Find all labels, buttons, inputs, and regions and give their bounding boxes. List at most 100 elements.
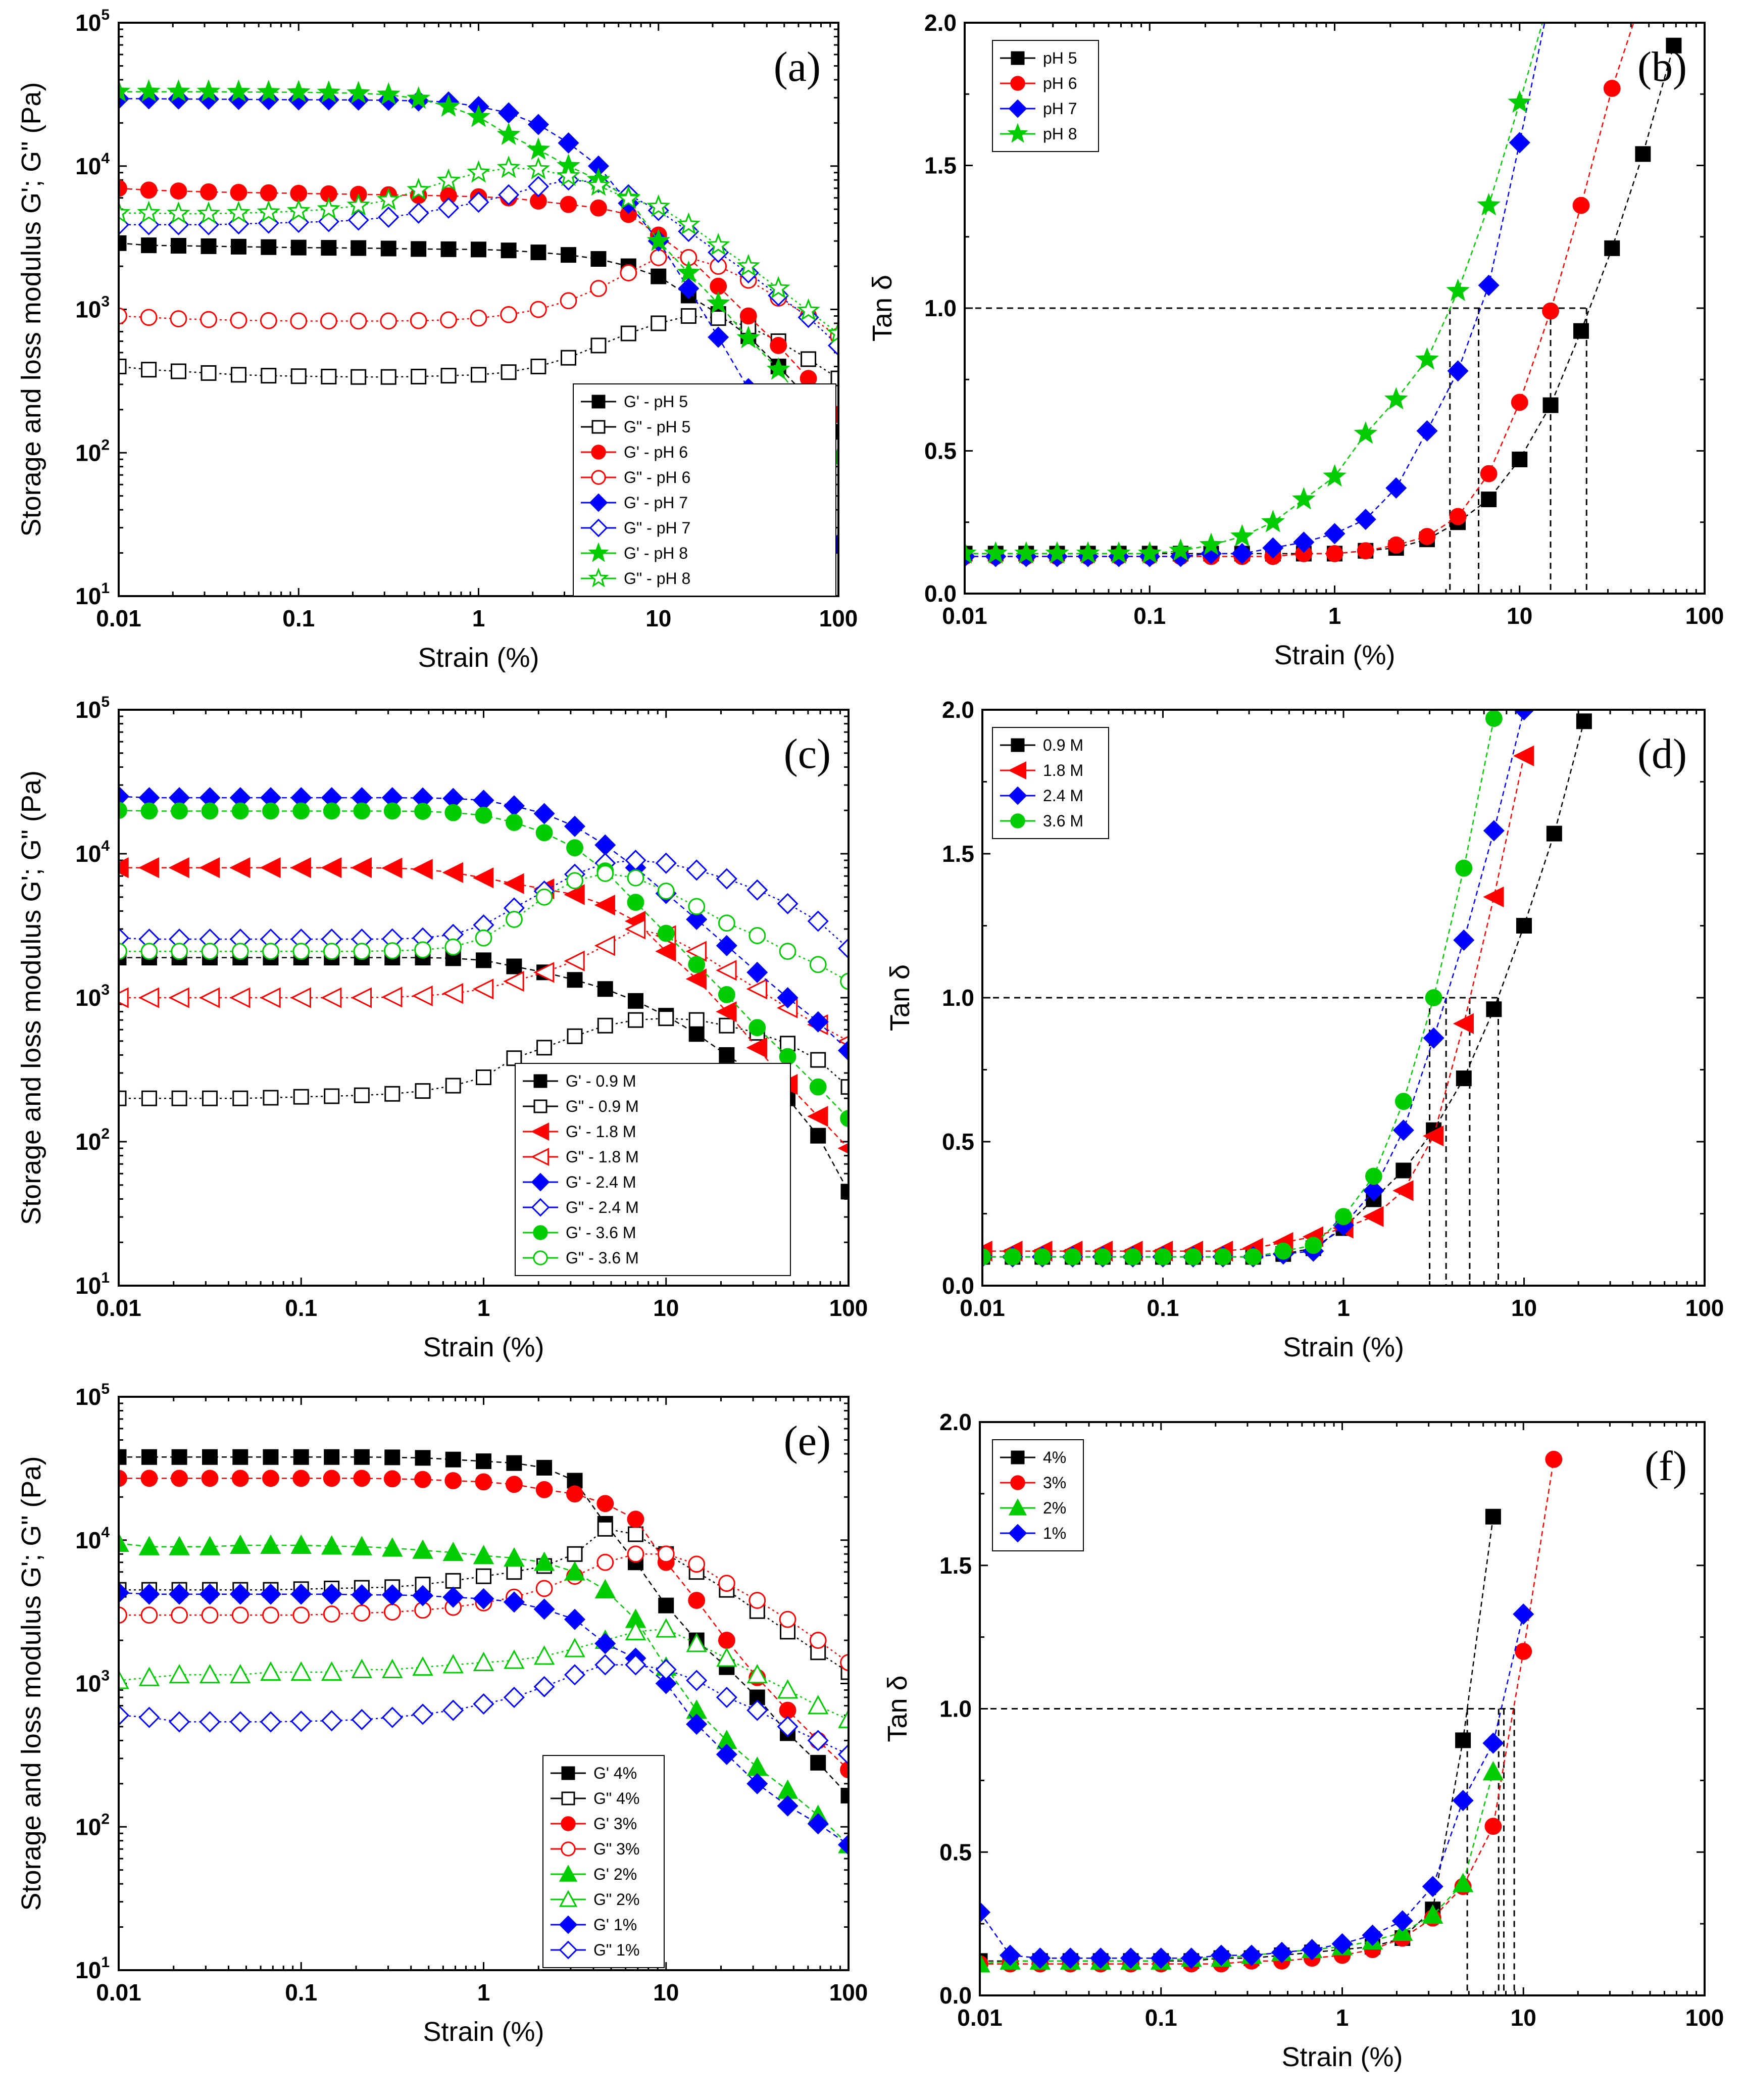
data-point (321, 1661, 342, 1681)
y-tick-base: 10 (75, 1957, 101, 1983)
data-point (472, 867, 494, 889)
data-point (766, 357, 790, 380)
data-point (260, 857, 281, 878)
y-tick-label: 103 (75, 294, 110, 323)
data-point (561, 247, 577, 263)
data-point (1481, 492, 1497, 508)
data-point (1292, 487, 1316, 510)
data-point (290, 987, 311, 1008)
series-c-7 (119, 865, 849, 990)
data-point (229, 857, 251, 878)
legend-item: 1.8 M (1000, 761, 1083, 780)
data-point (119, 1704, 130, 1726)
y-tick-label: 1.5 (942, 841, 974, 867)
data-point (1184, 1248, 1202, 1265)
plot-frame (981, 709, 1706, 1287)
legend-marker (533, 1074, 547, 1088)
data-point (232, 1449, 248, 1465)
legend-item: G' - 1.8 M (523, 1122, 636, 1141)
data-point (1271, 1941, 1292, 1963)
data-point (263, 1449, 279, 1465)
data-point (597, 1521, 613, 1537)
data-point (231, 1470, 249, 1487)
data-point (1154, 1248, 1172, 1265)
data-point (826, 321, 838, 344)
x-tick-label: 10 (1511, 2005, 1536, 2031)
x-tick-label: 10 (653, 1295, 679, 1321)
data-point (706, 233, 730, 256)
y-tick-label: 1.5 (924, 153, 957, 179)
data-point (1572, 197, 1590, 214)
data-point (1076, 541, 1100, 564)
data-point (716, 868, 737, 890)
y-axis-title: Tan δ (867, 275, 898, 341)
data-point (650, 249, 667, 266)
data-point (262, 802, 279, 820)
plot-frame (979, 1421, 1706, 1996)
data-point (412, 985, 433, 1006)
data-point (381, 1706, 403, 1728)
data-point (290, 312, 308, 330)
data-point (527, 114, 549, 135)
data-point (476, 1069, 491, 1086)
data-point (1200, 543, 1222, 564)
data-point (138, 1706, 160, 1728)
data-point (1542, 302, 1559, 320)
data-point (141, 1090, 157, 1106)
data-point (686, 908, 708, 930)
data-point (415, 1450, 431, 1466)
data-point (1324, 523, 1346, 545)
data-point (737, 262, 759, 284)
data-point (381, 987, 403, 1008)
data-point (442, 983, 463, 1004)
data-point (1635, 0, 1651, 2)
x-tick-label: 0.01 (960, 1295, 1005, 1321)
data-point (594, 1633, 616, 1654)
data-point (351, 1536, 373, 1555)
data-point (415, 1083, 431, 1099)
data-point (436, 168, 461, 191)
data-point (1094, 1248, 1112, 1265)
data-point (471, 241, 486, 258)
series-e-7 (119, 1654, 849, 1765)
data-point (384, 1086, 401, 1102)
data-point (293, 1449, 309, 1465)
y-tick-base: 10 (75, 1814, 101, 1840)
data-point (346, 81, 371, 104)
y-tick-label: 104 (75, 1524, 110, 1553)
data-point (1486, 1001, 1502, 1017)
data-point (716, 1647, 737, 1667)
data-point (317, 80, 341, 103)
data-point (1064, 1248, 1081, 1265)
legend-marker (533, 1099, 547, 1113)
legend-label: G' - 3.6 M (566, 1224, 636, 1242)
panel-label: (f) (1645, 1443, 1687, 1490)
legend-marker (588, 542, 609, 562)
data-point (138, 1667, 160, 1686)
data-point (292, 943, 310, 960)
data-point (414, 941, 431, 959)
data-point (1107, 541, 1131, 564)
y-tick-label: 102 (75, 1811, 110, 1840)
data-point (1482, 1761, 1504, 1781)
data-point (171, 1470, 188, 1487)
legend-label: 3% (1043, 1474, 1066, 1492)
series-line (980, 1517, 1494, 1962)
data-point (1124, 1248, 1141, 1265)
legend-item: G' - pH 8 (581, 542, 688, 562)
data-point (230, 312, 247, 329)
data-point (1392, 1921, 1413, 1941)
y-tick-label: 103 (75, 982, 110, 1011)
data-point (1004, 1248, 1021, 1265)
y-tick-base: 10 (75, 10, 101, 36)
data-point (440, 241, 457, 257)
data-point (1513, 745, 1534, 766)
data-point (770, 337, 787, 354)
legend-label: 2% (1043, 1499, 1066, 1517)
data-point (201, 1470, 219, 1487)
data-point (168, 987, 189, 1008)
legend-item: 2% (1000, 1498, 1066, 1517)
x-tick-label: 10 (1507, 603, 1532, 629)
x-axis-title: Strain (%) (1274, 640, 1395, 670)
legend-marker (591, 470, 606, 485)
